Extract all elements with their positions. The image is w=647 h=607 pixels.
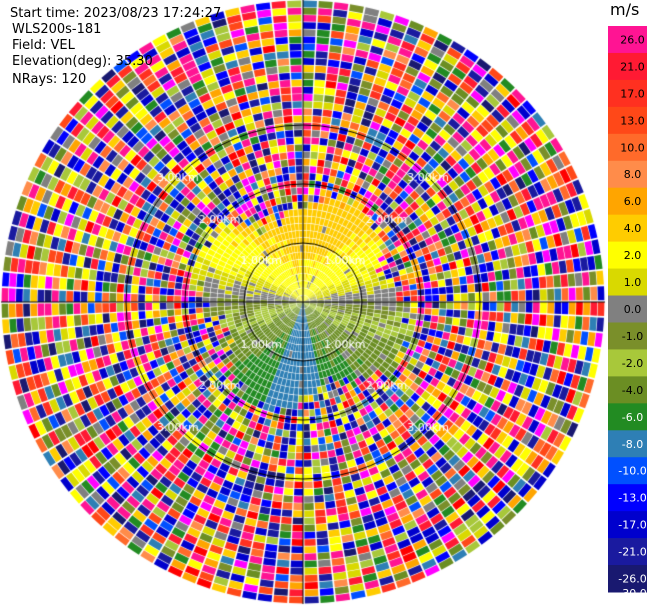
- colorbar-tick-label: 17.0: [620, 87, 645, 100]
- start-time-label: Start time: 2023/08/23 17:24:27: [10, 6, 222, 21]
- nrays-label: NRays: 120: [12, 72, 87, 87]
- colorbar-tick-label: -13.0: [618, 492, 646, 505]
- colorbar-tick-label: 8.0: [624, 168, 642, 181]
- colorbar-tick-label: 10.0: [620, 141, 645, 154]
- colorbar-tick-label: 21.0: [620, 60, 645, 73]
- colorbar-swatch: [608, 295, 647, 323]
- colorbar-tick-label: 6.0: [624, 195, 642, 208]
- colorbar-swatch: [608, 484, 647, 512]
- colorbar-tick-label: 26.0: [620, 33, 645, 46]
- elevation-label: Elevation(deg): 35.30: [12, 54, 153, 69]
- colorbar-tick-label: -30.0: [618, 587, 646, 600]
- colorbar-tick-label: -10.0: [618, 465, 646, 478]
- colorbar-swatch: [608, 133, 647, 162]
- colorbar-swatch: [608, 511, 647, 539]
- colorbar-unit: m/s: [610, 0, 640, 19]
- colorbar-swatch: [608, 538, 647, 566]
- colorbar-swatch: [608, 565, 647, 593]
- colorbar-swatch: [608, 26, 647, 54]
- colorbar-tick-label: -26.0: [618, 573, 646, 586]
- colorbar-swatch: [608, 430, 647, 458]
- colorbar-tick-label: -17.0: [618, 519, 646, 532]
- colorbar-swatch: [608, 187, 647, 216]
- colorbar-swatch: [608, 106, 647, 135]
- colorbar-tick-label: 0.0: [624, 303, 642, 316]
- colorbar-tick-label: -2.0: [622, 357, 643, 370]
- colorbar-swatch: [608, 403, 647, 431]
- field-label: Field: VEL: [12, 38, 75, 53]
- colorbar-tick-label: 2.0: [624, 249, 642, 262]
- colorbar-tick-label: -4.0: [622, 384, 643, 397]
- colorbar-tick-label: 1.0: [624, 276, 642, 289]
- colorbar-swatch: [608, 268, 647, 297]
- colorbar-swatch: [608, 322, 647, 350]
- colorbar-swatch: [608, 376, 647, 404]
- colorbar-swatch: [608, 79, 647, 108]
- instrument-label: WLS200s-181: [12, 22, 102, 37]
- colorbar-tick-label: -1.0: [622, 330, 643, 343]
- colorbar-swatch: [608, 52, 647, 81]
- colorbar-tick-label: -8.0: [622, 438, 643, 451]
- colorbar-swatch: [608, 214, 647, 243]
- colorbar-tick-label: -6.0: [622, 411, 643, 424]
- colorbar-tick-label: 13.0: [620, 114, 645, 127]
- colorbar-swatch: [608, 160, 647, 189]
- colorbar-tick-label: 4.0: [624, 222, 642, 235]
- colorbar-swatch: [608, 457, 647, 485]
- colorbar-swatch: [608, 241, 647, 270]
- colorbar-tick-label: -21.0: [618, 546, 646, 559]
- colorbar-swatch: [608, 349, 647, 377]
